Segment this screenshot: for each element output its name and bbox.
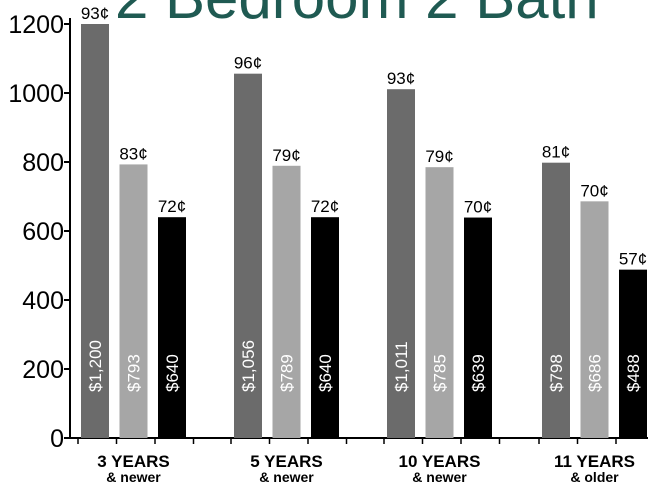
category-sublabel: & newer bbox=[106, 469, 161, 485]
category-label: 3 YEARS bbox=[97, 452, 169, 471]
category-label: 10 YEARS bbox=[399, 452, 481, 471]
bar-value-label: $640 bbox=[316, 354, 335, 392]
category-label: 11 YEARS bbox=[554, 452, 635, 471]
bar bbox=[387, 89, 415, 438]
category-label: 5 YEARS bbox=[250, 452, 322, 471]
bar-value-label: $639 bbox=[469, 354, 488, 392]
bar-value-label: $789 bbox=[278, 354, 297, 392]
bar bbox=[425, 167, 454, 439]
bar-top-label: 72¢ bbox=[311, 197, 339, 216]
bar-top-label: 70¢ bbox=[580, 181, 608, 200]
y-tick-label: 200 bbox=[22, 356, 64, 384]
bar bbox=[619, 269, 647, 438]
bar bbox=[272, 165, 301, 439]
y-tick-label: 400 bbox=[22, 287, 64, 315]
bar bbox=[158, 217, 186, 438]
bar bbox=[464, 217, 492, 438]
bar-top-label: 70¢ bbox=[464, 198, 492, 217]
bar-top-label: 81¢ bbox=[542, 143, 570, 162]
bar-value-label: $1,056 bbox=[239, 340, 258, 392]
y-tick-label: 1200 bbox=[8, 11, 64, 39]
bar bbox=[542, 162, 570, 438]
bar-top-label: 83¢ bbox=[119, 144, 147, 163]
category-sublabel: & newer bbox=[412, 469, 467, 485]
bar-value-label: $798 bbox=[547, 354, 566, 392]
bar-value-label: $785 bbox=[431, 354, 450, 392]
chart-title: 2 Bedroom 2 Bath bbox=[115, 0, 599, 31]
bar-top-label: 72¢ bbox=[158, 197, 186, 216]
bar-value-label: $1,200 bbox=[86, 340, 105, 392]
y-tick-label: 800 bbox=[22, 149, 64, 177]
bar-value-label: $686 bbox=[586, 354, 605, 392]
bar-top-label: 79¢ bbox=[272, 146, 300, 165]
bar-value-label: $640 bbox=[163, 354, 182, 392]
bar-top-label: 96¢ bbox=[234, 54, 262, 73]
bar-value-label: $793 bbox=[125, 354, 144, 392]
y-tick-label: 600 bbox=[22, 218, 64, 246]
bar-top-label: 93¢ bbox=[81, 4, 109, 23]
bar bbox=[119, 164, 148, 439]
bar-value-label: $1,011 bbox=[392, 341, 411, 392]
y-tick-label: 0 bbox=[50, 425, 64, 453]
bar-top-label: 93¢ bbox=[387, 69, 415, 88]
category-sublabel: & older bbox=[570, 469, 619, 485]
bar bbox=[311, 217, 339, 438]
bar-top-label: 79¢ bbox=[425, 147, 453, 166]
bar-top-label: 57¢ bbox=[619, 250, 647, 269]
bar bbox=[81, 24, 109, 438]
bar bbox=[234, 73, 262, 439]
bar bbox=[580, 201, 609, 438]
bar-value-label: $488 bbox=[624, 354, 643, 392]
category-sublabel: & newer bbox=[259, 469, 314, 485]
y-tick-label: 1000 bbox=[8, 80, 64, 108]
